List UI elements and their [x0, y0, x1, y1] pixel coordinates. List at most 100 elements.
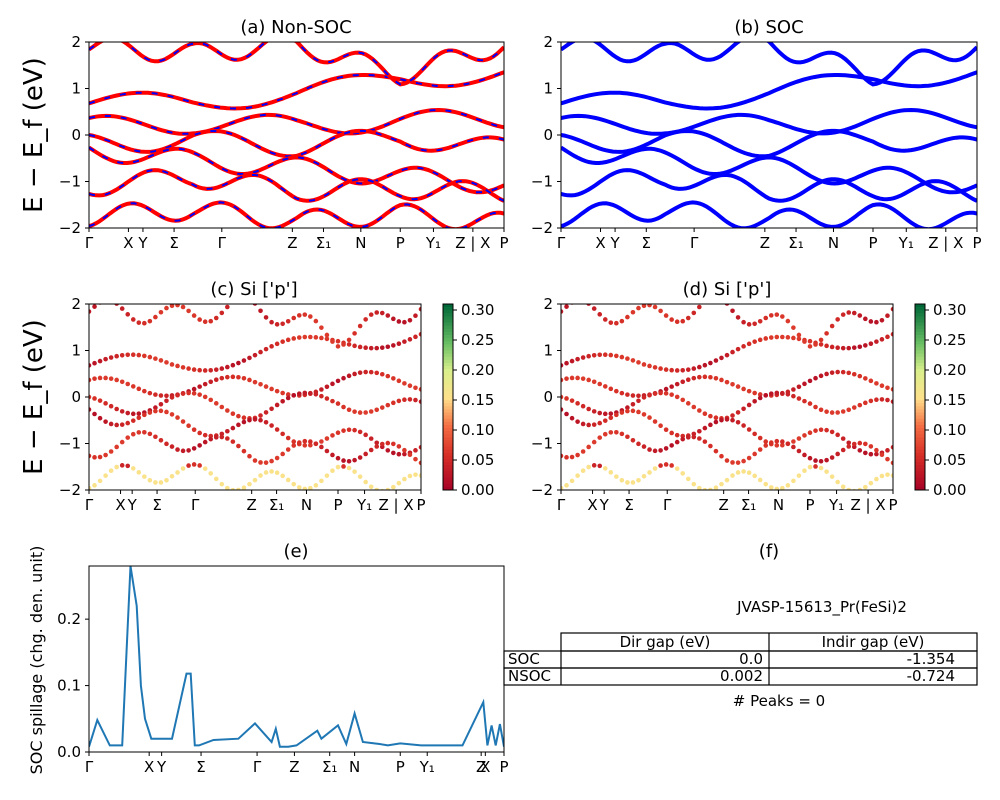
projection-point [741, 469, 746, 474]
projection-point [569, 375, 575, 381]
projection-point [630, 401, 636, 407]
projection-point [575, 356, 580, 362]
projection-point [680, 367, 686, 373]
projection-point [669, 317, 674, 322]
projection-point [857, 313, 863, 318]
projection-point [197, 384, 202, 389]
projection-point [768, 440, 774, 445]
projection-point [796, 473, 802, 478]
colorbar-segment [915, 421, 925, 426]
peaks-count: # Peaks = 0 [733, 692, 825, 710]
band-line-soc [561, 70, 977, 111]
projection-point [663, 427, 669, 432]
projection-point [575, 452, 580, 458]
projection-point [197, 443, 202, 448]
projection-point [296, 485, 302, 490]
projection-point [663, 391, 669, 396]
projection-point [685, 435, 691, 440]
projection-point [652, 466, 658, 471]
projection-point [335, 338, 341, 344]
colorbar-frame [442, 303, 454, 491]
projection-point [169, 395, 175, 400]
projection-point [147, 354, 153, 360]
panel-e-xtick-label: X [144, 758, 154, 776]
projection-point [330, 398, 335, 404]
projection-point [669, 384, 674, 389]
projection-point [285, 392, 291, 397]
projection-point [236, 487, 241, 490]
projection-point [202, 439, 208, 445]
projection-point [813, 458, 818, 463]
projection-point [597, 312, 603, 317]
colorbar-segment [443, 468, 453, 472]
projection-point [874, 397, 879, 403]
projection-point [697, 408, 702, 413]
projection-point [885, 472, 890, 477]
projection-point [191, 391, 197, 396]
projection-point [851, 371, 857, 377]
panel-d-ytick-label: −1 [531, 435, 553, 453]
projection-point [225, 364, 230, 370]
projection-point [341, 464, 346, 469]
colorbar-segment [915, 356, 925, 361]
projection-point [379, 441, 385, 447]
colorbar-segment [443, 344, 453, 348]
projection-point [602, 352, 608, 358]
projection-point [863, 376, 868, 381]
projection-point [724, 477, 730, 483]
projection-point [680, 436, 686, 442]
band-line-soc-overlay [89, 108, 504, 135]
projection-point [674, 381, 680, 387]
projection-point [818, 465, 824, 471]
colorbar-tick-label: 0.10 [461, 421, 494, 439]
colorbar-segment [443, 313, 453, 317]
projection-point [230, 374, 236, 380]
panel-e-ytick-label: 0.2 [57, 610, 81, 628]
projection-point [597, 381, 603, 387]
projection-point [796, 336, 802, 342]
projection-point [630, 480, 636, 485]
colorbar-tick-label: 0.25 [461, 331, 494, 349]
colorbar-segment [915, 446, 925, 451]
projection-point [791, 325, 796, 330]
projection-point [719, 453, 724, 459]
colorbar-segment [443, 465, 453, 469]
projection-point [324, 396, 330, 401]
projection-point [569, 454, 575, 460]
projection-point [575, 401, 580, 406]
projection-point [136, 470, 142, 475]
projection-point [708, 374, 713, 380]
projection-point [213, 315, 219, 321]
projection-point [885, 334, 890, 340]
projection-point [863, 450, 868, 456]
projection-point [757, 447, 763, 452]
projection-point [402, 397, 407, 403]
colorbar-tick-label: 0.00 [461, 481, 494, 499]
projection-point [219, 481, 225, 487]
projection-point [280, 321, 285, 327]
projection-point [313, 483, 319, 488]
projection-point [407, 337, 413, 342]
projection-point [591, 306, 597, 311]
colorbar-segment [915, 366, 925, 370]
projection-point [379, 345, 385, 350]
projection-point [851, 441, 857, 447]
projection-point [352, 469, 357, 474]
projection-point [274, 455, 280, 461]
projection-point [302, 312, 308, 317]
projection-point [708, 487, 713, 490]
projection-point [763, 443, 769, 448]
projection-point [230, 439, 236, 444]
projection-point [724, 379, 730, 385]
colorbar-segment [915, 412, 925, 417]
panel-b-xtick-label: Σ₁ [788, 234, 804, 252]
projection-point [863, 484, 868, 490]
panel-a-xtick-label: N [355, 234, 366, 252]
projection-point [346, 342, 352, 347]
projection-point [319, 325, 324, 330]
projection-point [561, 485, 564, 490]
projection-point [125, 352, 131, 358]
projection-point [108, 355, 114, 360]
projection-point [580, 355, 586, 360]
projection-point [791, 393, 796, 399]
